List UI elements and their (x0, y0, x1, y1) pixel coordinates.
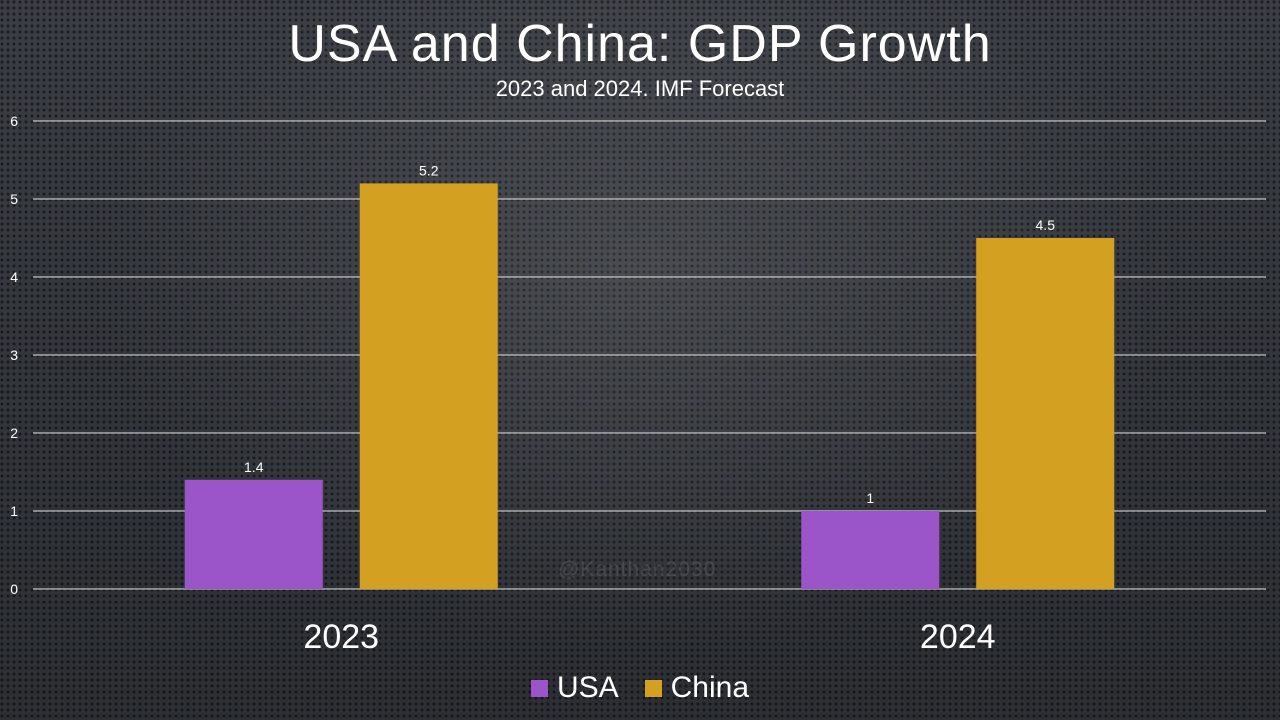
legend-label: China (670, 671, 750, 704)
y-tick-label: 4 (10, 269, 18, 285)
y-tick-label: 0 (10, 581, 18, 597)
x-tick-label: 2023 (303, 618, 379, 656)
legend-item: USA (530, 670, 619, 706)
data-label: 1.4 (244, 459, 264, 475)
chart-subtitle: 2023 and 2024. IMF Forecast (495, 76, 785, 101)
legend-item: China (644, 670, 750, 706)
data-label: 4.5 (1036, 217, 1056, 233)
watermark: @Kanthan2030 (558, 558, 717, 581)
y-tick-label: 1 (10, 503, 18, 519)
bar (976, 238, 1115, 589)
y-tick-label: 6 (10, 113, 18, 129)
y-tick-label: 2 (10, 425, 18, 441)
y-tick-label: 3 (10, 347, 18, 363)
x-tick-label: 2024 (920, 618, 996, 656)
bar (359, 183, 498, 589)
chart-legend: USA China (0, 670, 1280, 706)
legend-swatch (644, 679, 662, 697)
chart-title: USA and China: GDP Growth (288, 15, 992, 73)
data-label: 5.2 (419, 162, 439, 178)
bar (184, 479, 323, 589)
legend-label: USA (556, 671, 619, 704)
bar (801, 511, 940, 589)
legend-swatch (530, 679, 548, 697)
y-tick-label: 5 (10, 191, 18, 207)
data-label: 1 (866, 490, 874, 506)
